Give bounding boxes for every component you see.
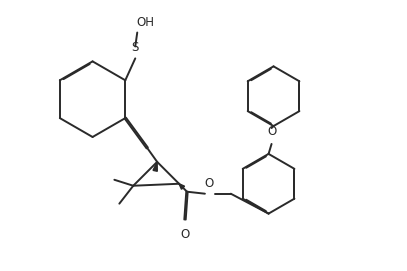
Text: O: O xyxy=(267,125,276,138)
Polygon shape xyxy=(179,184,184,189)
Text: OH: OH xyxy=(136,15,154,28)
Text: O: O xyxy=(204,177,214,190)
Text: S: S xyxy=(131,41,139,54)
Polygon shape xyxy=(153,162,157,171)
Text: O: O xyxy=(180,228,190,241)
